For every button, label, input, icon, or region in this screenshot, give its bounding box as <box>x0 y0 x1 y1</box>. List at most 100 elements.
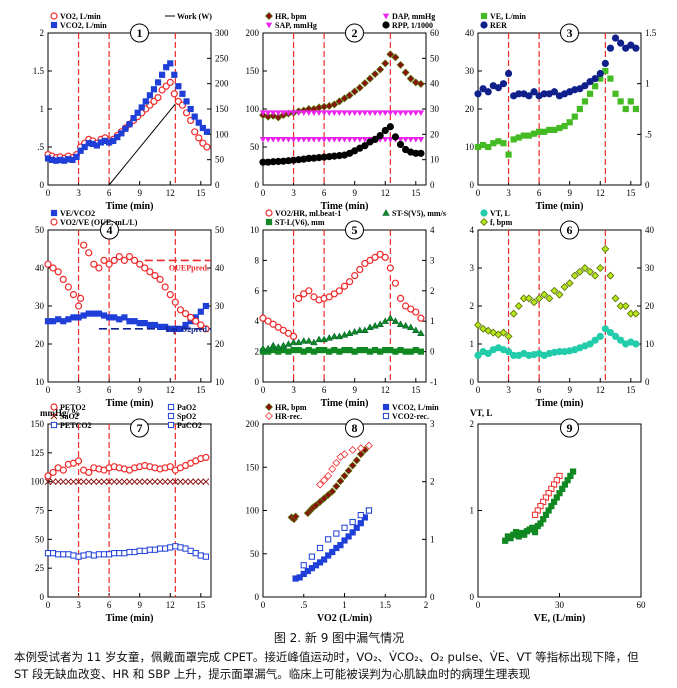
data-point <box>561 123 568 130</box>
data-point <box>371 346 379 354</box>
y-tick-label: 4 <box>470 225 475 235</box>
data-point <box>361 137 369 143</box>
data-point <box>485 143 492 151</box>
x-tick-label: 12 <box>166 600 175 610</box>
data-point <box>70 478 77 486</box>
y-tick-label: 30 <box>465 66 475 76</box>
data-point <box>524 294 533 303</box>
y2-tick-label: 30 <box>645 263 655 273</box>
data-point <box>581 82 589 90</box>
chart-panel-8: 0 1 2 .5 1.5 0 50 100 150 200 0 1 2 3 VO2 (L/min) 8 HR, … <box>246 403 440 624</box>
data-point <box>187 478 194 486</box>
data-point <box>95 478 103 486</box>
data-point <box>484 349 492 358</box>
data-point <box>356 265 364 274</box>
data-point <box>328 487 337 496</box>
y-tick-label: 200 <box>246 419 260 429</box>
data-point <box>341 537 348 544</box>
legend-swatch <box>50 209 58 217</box>
legend-swatch <box>50 412 58 420</box>
data-point <box>81 143 88 151</box>
x-tick-label: 9 <box>567 385 572 395</box>
data-point <box>275 348 282 355</box>
data-point <box>316 544 324 552</box>
data-point <box>505 151 512 158</box>
data-point <box>146 92 153 99</box>
data-point <box>122 125 129 132</box>
data-point <box>541 128 548 135</box>
data-point <box>305 137 313 143</box>
x-tick-label: 15 <box>411 385 421 395</box>
data-point <box>130 256 139 264</box>
data-point <box>167 60 174 67</box>
data-point <box>85 478 93 486</box>
series-2-0 <box>259 50 425 122</box>
x-tick-label: 0 <box>46 188 51 198</box>
data-point <box>325 536 332 543</box>
data-point <box>197 308 204 315</box>
legend-entry: ST-L(V6), mm <box>275 218 325 227</box>
x-tick-label: 9 <box>352 385 357 395</box>
x-axis-label: Time (min) <box>106 398 154 409</box>
series-1-1 <box>44 60 211 164</box>
legend-swatch <box>50 421 58 429</box>
data-point <box>100 256 108 264</box>
data-point <box>182 478 189 486</box>
data-point <box>586 78 594 86</box>
chart-panel-3: 0 3 6 9 12 15 0 10 20 30 40 0 .5 1 1.5 Time (min) 3 VE, L… <box>465 12 657 212</box>
legend-entry: HR, bpm <box>275 403 307 412</box>
data-point <box>617 98 624 105</box>
data-point <box>382 110 389 116</box>
data-point <box>386 123 394 131</box>
data-point <box>116 316 123 323</box>
x-axis-label: Time (min) <box>106 201 154 212</box>
data-point <box>146 546 153 553</box>
y-tick-label: 100 <box>246 506 260 516</box>
data-point <box>601 325 609 333</box>
data-point <box>330 100 339 109</box>
data-point <box>320 494 329 503</box>
data-point <box>575 267 584 276</box>
data-point <box>44 478 52 486</box>
y2-tick-label: 0 <box>645 180 650 190</box>
y-tick-label: 0 <box>470 592 475 602</box>
data-point <box>341 110 348 116</box>
data-point <box>622 105 629 113</box>
data-point <box>330 290 338 298</box>
data-point <box>49 468 57 477</box>
data-point <box>284 329 293 337</box>
legend-swatch <box>265 209 273 217</box>
y-tick-label: 2 <box>255 347 260 357</box>
data-point <box>80 478 88 486</box>
data-point <box>146 321 153 329</box>
y2-tick-label: 3 <box>430 255 435 265</box>
data-point <box>531 529 539 536</box>
data-point <box>106 314 113 321</box>
legend-entry: RER <box>490 21 507 30</box>
data-point <box>95 310 103 317</box>
data-point <box>125 253 134 261</box>
data-point <box>356 346 363 354</box>
data-point <box>290 137 297 143</box>
y-tick-label: 100 <box>246 104 260 114</box>
panel-number-badge <box>560 418 579 438</box>
data-point <box>166 463 174 471</box>
y-tick-label: 0 <box>255 592 260 602</box>
data-point <box>291 512 300 521</box>
data-point <box>75 553 82 560</box>
y2-tick-label: 100 <box>215 129 229 139</box>
y-tick-label: .5 <box>37 142 44 152</box>
data-point <box>392 348 399 355</box>
data-point <box>325 334 333 341</box>
x-tick-label: 12 <box>381 188 390 198</box>
data-point <box>401 321 410 329</box>
data-point <box>417 110 425 116</box>
legend-entry: VCO2-rec. <box>392 412 429 421</box>
y-tick-label: 3 <box>470 263 475 273</box>
data-point <box>290 346 297 354</box>
y-tick-label: 150 <box>31 419 45 429</box>
y-axis-label: mmHg/ % <box>40 408 80 418</box>
y2-tick-label: 30 <box>215 301 225 311</box>
data-point <box>295 346 302 354</box>
data-point <box>54 478 62 486</box>
